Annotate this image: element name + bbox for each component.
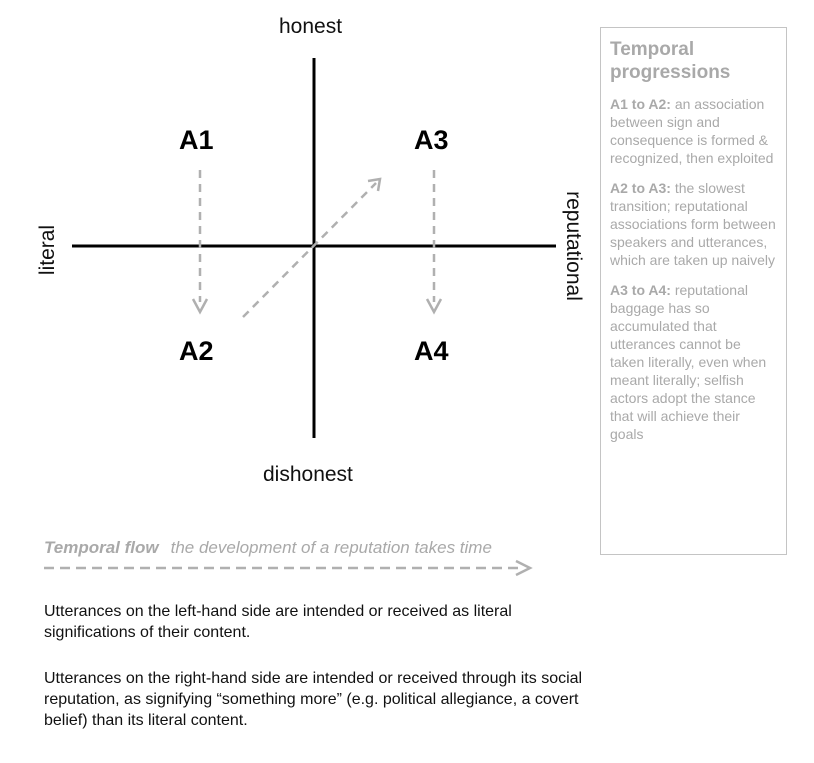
note-left-hand-side: Utterances on the left-hand side are int… xyxy=(44,603,512,641)
quadrant-a4: A4 xyxy=(414,336,449,366)
temporal-flow-label: Temporal flow xyxy=(44,538,159,557)
axis-label-dishonest: dishonest xyxy=(263,463,353,486)
panel-entry-key: A2 to A3: xyxy=(610,180,671,196)
axis-label-reputational: reputational xyxy=(562,191,585,301)
panel-entry-text: the slowest transition; reputational ass… xyxy=(610,180,776,268)
quadrant-a2: A2 xyxy=(179,336,214,366)
temporal-progressions-panel: Temporal progressions A1 to A2: an assoc… xyxy=(600,27,787,555)
panel-entry-a2-a3: A2 to A3: the slowest transition; reputa… xyxy=(610,179,777,269)
quadrant-a3: A3 xyxy=(414,125,449,155)
panel-entry-text: an association between sign and conseque… xyxy=(610,96,774,166)
panel-entry-a3-a4: A3 to A4: reputational baggage has so ac… xyxy=(610,281,777,443)
panel-entry-key: A3 to A4: xyxy=(610,282,671,298)
temporal-flow-caption: Temporal flow the development of a reputa… xyxy=(44,538,492,558)
panel-entry-text: reputational baggage has so accumulated … xyxy=(610,282,767,442)
quadrant-a1: A1 xyxy=(179,125,214,155)
temporal-flow-arrowhead xyxy=(515,559,533,577)
arrowhead-a2-to-a3 xyxy=(367,177,382,192)
arrow-a2-to-a3 xyxy=(242,182,377,318)
panel-entry-a1-a2: A1 to A2: an association between sign an… xyxy=(610,95,777,167)
arrowhead-a3-to-a4 xyxy=(425,298,443,315)
panel-entry-key: A1 to A2: xyxy=(610,96,671,112)
panel-title: Temporal progressions xyxy=(610,39,731,83)
axis-label-honest: honest xyxy=(279,15,343,38)
arrowhead-a1-to-a2 xyxy=(191,298,209,315)
temporal-flow-text: the development of a reputation takes ti… xyxy=(170,538,492,557)
note-right-hand-side: Utterances on the right-hand side are in… xyxy=(44,670,583,729)
axis-label-literal: literal xyxy=(36,224,59,276)
